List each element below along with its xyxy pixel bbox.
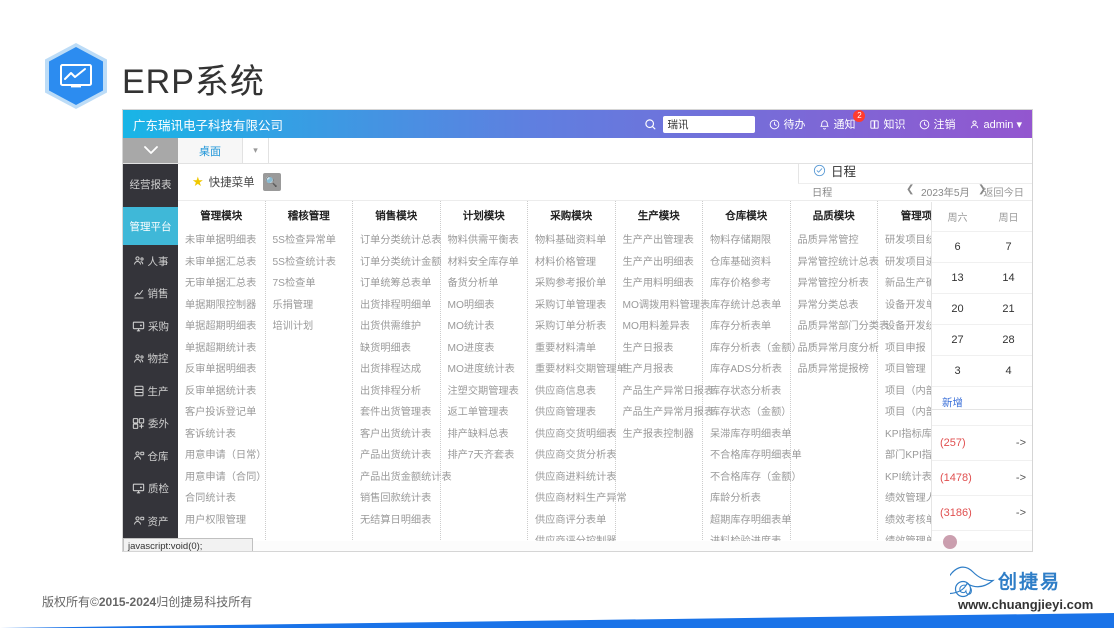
svg-text:创捷易: 创捷易 [997,570,1061,593]
svg-text:www.chuangjieyi.com: www.chuangjieyi.com [957,597,1093,612]
